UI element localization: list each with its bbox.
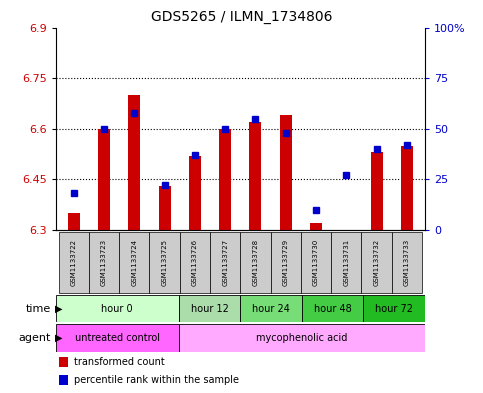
Bar (158, 186, 170, 230)
Bar (331, 232, 361, 293)
Text: GSM1133729: GSM1133729 (283, 239, 289, 286)
Bar (58, 232, 89, 293)
Text: GSM1133726: GSM1133726 (192, 239, 198, 286)
Text: percentile rank within the sample: percentile rank within the sample (74, 375, 239, 385)
Bar (364, 295, 425, 322)
Bar (301, 232, 331, 293)
Bar (56, 324, 179, 352)
Bar (302, 295, 364, 322)
Bar (98, 129, 110, 230)
Text: transformed count: transformed count (74, 357, 165, 367)
Bar (68, 213, 80, 230)
Text: GSM1133727: GSM1133727 (222, 239, 228, 286)
Bar (270, 232, 301, 293)
Text: hour 24: hour 24 (252, 303, 290, 314)
Text: GSM1133722: GSM1133722 (71, 239, 77, 286)
Bar (128, 95, 141, 230)
Bar (370, 152, 383, 230)
Bar (59, 357, 69, 367)
Text: ▶: ▶ (55, 333, 63, 343)
Bar (280, 115, 292, 230)
Bar (119, 232, 149, 293)
Text: GSM1133725: GSM1133725 (162, 239, 168, 286)
Text: GSM1133728: GSM1133728 (253, 239, 258, 286)
Bar (310, 223, 322, 230)
Text: GSM1133730: GSM1133730 (313, 239, 319, 286)
Text: hour 12: hour 12 (191, 303, 228, 314)
Bar (249, 122, 261, 230)
Bar (56, 295, 179, 322)
Bar (241, 295, 302, 322)
Text: hour 48: hour 48 (314, 303, 352, 314)
Text: GSM1133733: GSM1133733 (404, 239, 410, 286)
Text: time: time (26, 303, 51, 314)
Text: GSM1133732: GSM1133732 (373, 239, 380, 286)
Bar (401, 145, 413, 230)
Text: hour 72: hour 72 (375, 303, 413, 314)
Bar (210, 232, 241, 293)
Text: GSM1133724: GSM1133724 (131, 239, 137, 286)
Text: mycophenolic acid: mycophenolic acid (256, 333, 348, 343)
Bar (179, 295, 240, 322)
Text: ▶: ▶ (55, 303, 63, 314)
Bar (392, 232, 422, 293)
Text: untreated control: untreated control (75, 333, 159, 343)
Bar (180, 232, 210, 293)
Bar (149, 232, 180, 293)
Bar (241, 232, 270, 293)
Text: agent: agent (18, 333, 51, 343)
Bar (219, 129, 231, 230)
Bar (179, 324, 425, 352)
Bar (189, 156, 201, 230)
Text: GDS5265 / ILMN_1734806: GDS5265 / ILMN_1734806 (151, 10, 332, 24)
Bar (361, 232, 392, 293)
Bar (59, 375, 69, 385)
Text: GSM1133731: GSM1133731 (343, 239, 349, 286)
Text: GSM1133723: GSM1133723 (101, 239, 107, 286)
Bar (89, 232, 119, 293)
Text: hour 0: hour 0 (101, 303, 133, 314)
